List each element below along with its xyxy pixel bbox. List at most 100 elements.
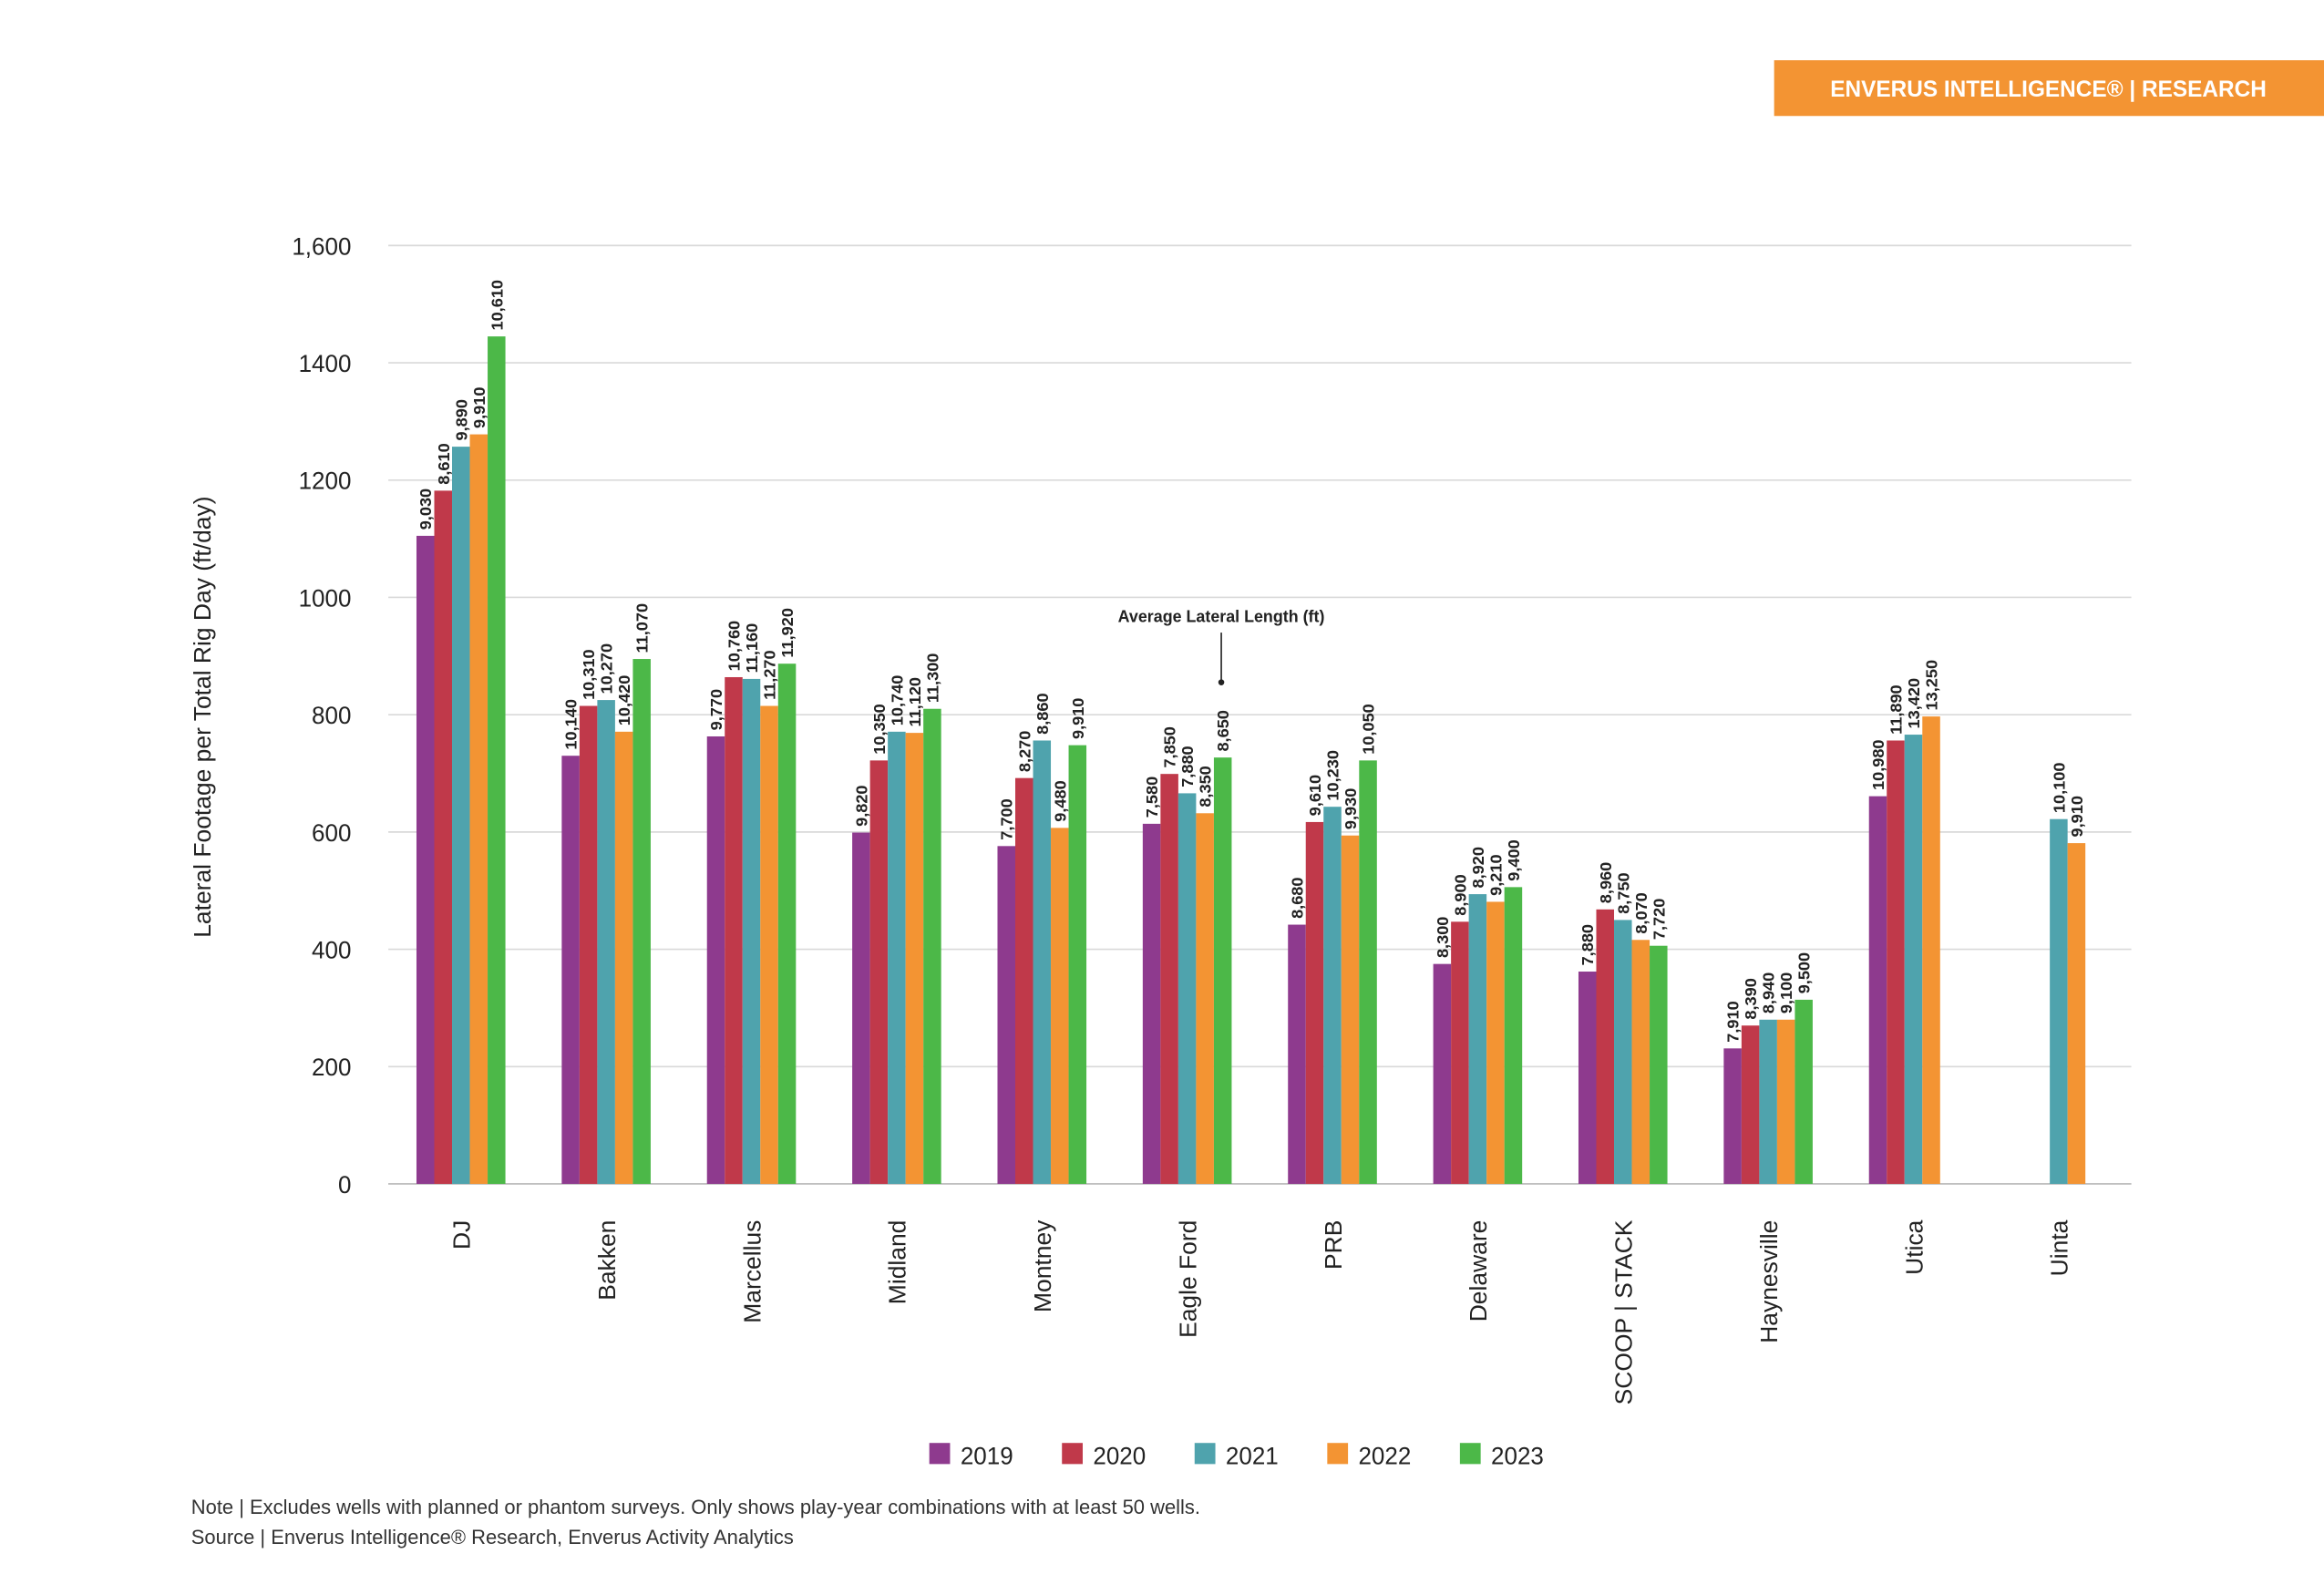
value-label: 9,210 — [1487, 854, 1506, 895]
bar — [1904, 735, 1923, 1184]
annotation-dot — [1218, 679, 1225, 685]
value-label: 10,270 — [598, 643, 616, 694]
x-tick-label: Utica — [1900, 1219, 1928, 1275]
bar — [1177, 793, 1197, 1184]
bar — [777, 664, 797, 1184]
bar — [1794, 999, 1813, 1184]
value-label: 7,850 — [1161, 726, 1179, 767]
value-label: 9,030 — [416, 489, 435, 530]
value-label: 9,500 — [1795, 952, 1814, 993]
value-label: 7,720 — [1650, 899, 1668, 940]
value-label: 11,270 — [761, 650, 779, 700]
header-badge — [1774, 60, 2324, 117]
value-label: 10,230 — [1324, 750, 1342, 801]
bar — [1433, 963, 1452, 1184]
value-label: 10,350 — [870, 704, 889, 755]
value-label: 9,910 — [1069, 698, 1087, 739]
bar — [1631, 940, 1650, 1184]
bar — [1213, 757, 1232, 1184]
bar — [997, 846, 1015, 1184]
y-tick-label: 0 — [338, 1171, 351, 1199]
bar — [1578, 972, 1597, 1184]
x-tick-label: Eagle Ford — [1175, 1220, 1202, 1338]
value-label: 8,350 — [1197, 766, 1215, 807]
bar — [905, 733, 924, 1184]
value-label: 10,050 — [1360, 704, 1378, 755]
value-label: 10,310 — [580, 649, 598, 700]
bar — [1033, 740, 1052, 1184]
bar — [632, 659, 651, 1184]
bar — [579, 705, 598, 1184]
value-label: 9,100 — [1777, 972, 1795, 1013]
bar — [869, 760, 889, 1184]
legend-swatch — [1327, 1443, 1349, 1465]
badge-text: ENVERUS INTELLIGENCE® | RESEARCH — [1830, 77, 2267, 102]
bar — [1160, 774, 1178, 1184]
value-label: 8,270 — [1015, 731, 1033, 772]
value-label: 9,930 — [1342, 788, 1360, 829]
legend-swatch — [1194, 1443, 1216, 1465]
legend-label: 2019 — [961, 1442, 1013, 1469]
value-label: 8,070 — [1632, 892, 1650, 933]
bar — [1341, 835, 1360, 1184]
bar — [888, 731, 906, 1184]
bar — [1051, 828, 1069, 1184]
x-tick-label: Delaware — [1465, 1220, 1492, 1322]
y-axis-label: Lateral Footage per Total Rig Day (ft/da… — [189, 497, 216, 938]
value-label: 13,250 — [1923, 660, 1941, 711]
bar — [1196, 813, 1214, 1184]
value-label: 9,610 — [1306, 775, 1324, 816]
bar — [1068, 745, 1087, 1184]
value-label: 9,890 — [452, 399, 470, 440]
bar — [923, 708, 941, 1184]
bar — [1288, 924, 1306, 1184]
y-tick-label: 1200 — [299, 468, 352, 495]
value-label: 8,650 — [1214, 710, 1232, 751]
value-label: 8,960 — [1597, 862, 1615, 903]
value-label: 10,100 — [2051, 763, 2069, 814]
value-label: 7,880 — [1578, 924, 1597, 965]
value-label: 8,300 — [1434, 917, 1452, 958]
bar — [614, 731, 633, 1184]
value-label: 7,910 — [1724, 1001, 1743, 1042]
value-label: 10,140 — [562, 699, 581, 750]
bar — [725, 676, 743, 1184]
value-label: 8,750 — [1614, 872, 1632, 913]
bar — [1451, 921, 1469, 1184]
value-label: 13,420 — [1905, 678, 1923, 729]
bar — [452, 447, 470, 1184]
value-label: 9,480 — [1051, 780, 1069, 821]
value-label: 9,770 — [707, 689, 725, 730]
y-tick-label: 600 — [312, 819, 351, 847]
value-label: 11,890 — [1887, 684, 1906, 735]
bar — [1596, 909, 1615, 1184]
x-tick-label: Haynesville — [1755, 1220, 1783, 1343]
value-label: 11,300 — [924, 653, 942, 704]
y-tick-label: 400 — [312, 936, 351, 963]
value-label: 10,420 — [615, 675, 633, 726]
bar — [706, 736, 725, 1184]
annotation: Average Lateral Length (ft) — [1118, 607, 1325, 625]
bar — [1887, 740, 1905, 1184]
value-label: 9,910 — [470, 387, 488, 428]
legend-label: 2022 — [1358, 1442, 1411, 1469]
bar — [1359, 760, 1377, 1184]
value-label: 8,610 — [435, 443, 453, 484]
bar — [597, 700, 615, 1184]
bar — [1922, 716, 1940, 1184]
legend-swatch — [1062, 1443, 1083, 1465]
x-tick-label: Montney — [1029, 1219, 1056, 1312]
value-label: 11,120 — [906, 677, 924, 727]
value-label: 11,920 — [778, 608, 797, 658]
value-label: 8,860 — [1033, 693, 1052, 734]
value-label: 8,920 — [1469, 847, 1487, 888]
bar — [760, 705, 778, 1184]
y-tick-label: 1000 — [299, 584, 352, 612]
x-tick-label: DJ — [448, 1220, 476, 1250]
value-label: 9,400 — [1505, 839, 1523, 880]
value-label: 8,680 — [1289, 877, 1307, 918]
bar — [1650, 945, 1668, 1184]
legend-label: 2023 — [1491, 1442, 1544, 1469]
bar — [1305, 821, 1324, 1184]
value-label: 11,070 — [633, 603, 652, 653]
